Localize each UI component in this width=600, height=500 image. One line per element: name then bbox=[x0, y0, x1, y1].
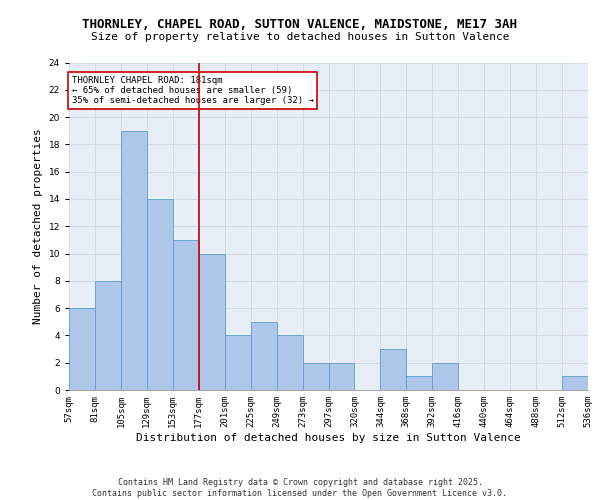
Bar bbox=[380, 349, 406, 390]
Bar bbox=[173, 240, 199, 390]
Bar bbox=[95, 281, 121, 390]
Bar bbox=[562, 376, 588, 390]
Bar bbox=[277, 336, 302, 390]
Bar bbox=[329, 362, 355, 390]
Bar bbox=[433, 362, 458, 390]
Text: THORNLEY CHAPEL ROAD: 181sqm
← 65% of detached houses are smaller (59)
35% of se: THORNLEY CHAPEL ROAD: 181sqm ← 65% of de… bbox=[71, 76, 313, 106]
Text: THORNLEY, CHAPEL ROAD, SUTTON VALENCE, MAIDSTONE, ME17 3AH: THORNLEY, CHAPEL ROAD, SUTTON VALENCE, M… bbox=[83, 18, 517, 30]
Bar bbox=[406, 376, 432, 390]
Text: Size of property relative to detached houses in Sutton Valence: Size of property relative to detached ho… bbox=[91, 32, 509, 42]
Bar bbox=[121, 130, 147, 390]
Bar bbox=[199, 254, 224, 390]
Bar bbox=[147, 199, 173, 390]
Bar bbox=[69, 308, 95, 390]
Bar bbox=[251, 322, 277, 390]
Bar bbox=[302, 362, 329, 390]
Y-axis label: Number of detached properties: Number of detached properties bbox=[33, 128, 43, 324]
X-axis label: Distribution of detached houses by size in Sutton Valence: Distribution of detached houses by size … bbox=[136, 432, 521, 442]
Text: Contains HM Land Registry data © Crown copyright and database right 2025.
Contai: Contains HM Land Registry data © Crown c… bbox=[92, 478, 508, 498]
Bar bbox=[225, 336, 251, 390]
